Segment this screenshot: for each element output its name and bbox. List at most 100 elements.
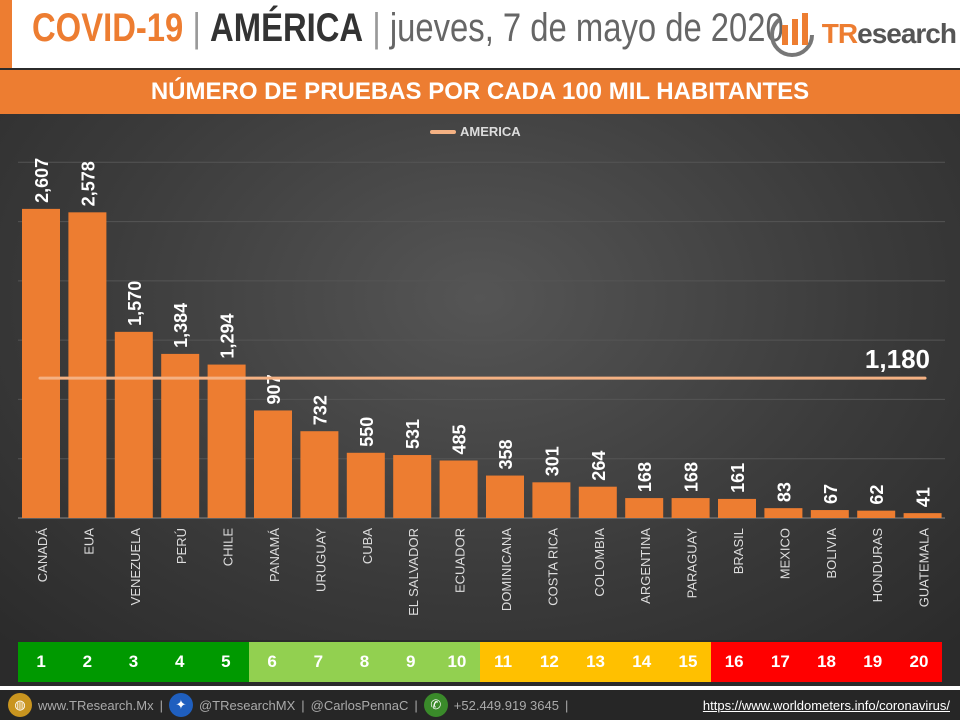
whatsapp-icon: ✆ [423, 693, 448, 717]
bar-value-label: 485 [450, 424, 470, 454]
bar-value-label: 2,578 [78, 161, 98, 206]
rank-cell: 9 [387, 642, 434, 682]
bar [254, 410, 292, 518]
bar [439, 460, 478, 518]
bar [532, 482, 571, 518]
separator: | [564, 697, 569, 713]
category-label: PERÚ [174, 528, 189, 564]
bar [300, 431, 339, 518]
logo-text: TResearch [821, 18, 957, 49]
bar-value-label: 1,570 [125, 281, 145, 326]
date-title: jueves, 7 de mayo de 2020 [389, 6, 784, 50]
category-label: PANAMÁ [267, 528, 282, 582]
chart-area: AMERICA 2,607 CANADÁ 2,578 EUA 1,570 VENEZUEL… [0, 102, 960, 640]
legend-line-icon [430, 129, 456, 134]
category-label: CUBA [360, 528, 375, 564]
bar-value-label: 301 [542, 446, 562, 476]
twitter-handle[interactable]: @TResearchMX [198, 697, 296, 713]
separator: | [192, 6, 201, 50]
separator: | [372, 6, 381, 50]
separator: | [159, 697, 163, 713]
rank-cell: 3 [110, 642, 157, 682]
bar [393, 455, 432, 518]
category-label: BRASIL [731, 528, 746, 574]
rank-cell: 10 [433, 642, 481, 682]
category-label: PARAGUAY [685, 528, 700, 599]
bar-value-label: 62 [867, 485, 887, 505]
bar [764, 508, 803, 518]
bar-value-label: 83 [774, 482, 794, 502]
bar [857, 510, 896, 518]
phone-number: +52.449.919 3645 [453, 697, 559, 713]
header: COVID-19 | AMÉRICA | jueves, 7 de mayo d… [0, 0, 960, 68]
category-label: EL SALVADOR [406, 528, 421, 616]
bar [810, 510, 849, 518]
separator: | [301, 697, 305, 713]
tresearch-logo: TResearch [768, 6, 957, 62]
website-link[interactable]: www.TResearch.Mx [38, 697, 154, 713]
category-label: CHILE [221, 528, 236, 567]
bar [578, 486, 617, 518]
rank-cell: 8 [341, 642, 388, 682]
rank-cell: 12 [526, 642, 573, 682]
category-label: CANADÁ [35, 528, 50, 583]
bar-chart: 2,607 CANADÁ 2,578 EUA 1,570 VENEZUELA 1,384 PE… [18, 102, 945, 616]
rank-cell: 18 [803, 642, 850, 682]
category-label: ECUADOR [453, 528, 468, 593]
bar [68, 212, 107, 518]
bar-value-label: 2,607 [32, 158, 52, 203]
bar [207, 364, 246, 518]
twitter-icon: ✦ [168, 693, 193, 717]
category-label: COLOMBIA [592, 528, 607, 597]
bar [114, 331, 153, 518]
twitter-handle-2[interactable]: @CarlosPennaC [310, 697, 409, 713]
rank-cell: 2 [64, 642, 111, 682]
bar-value-label: 358 [496, 440, 516, 470]
rank-cell: 11 [480, 642, 527, 682]
bar [903, 513, 942, 518]
legend-label: AMERICA [460, 124, 521, 139]
bar [671, 498, 710, 518]
bar-value-label: 550 [357, 417, 377, 447]
category-label: COSTA RICA [545, 528, 560, 606]
page-title: COVID-19 | AMÉRICA | jueves, 7 de mayo d… [32, 6, 784, 51]
separator: | [414, 697, 418, 713]
globe-icon: ◍ [8, 693, 32, 717]
rank-cell: 16 [711, 642, 758, 682]
bar-value-label: 1,294 [218, 314, 238, 359]
rank-cell: 19 [849, 642, 896, 682]
category-label: GUATEMALA [917, 528, 932, 608]
bar-value-label: 161 [728, 463, 748, 493]
bar [22, 208, 60, 518]
bar-value-label: 907 [264, 374, 284, 404]
rank-cell: 1 [18, 642, 65, 682]
category-label: MEXICO [777, 528, 792, 579]
bar-value-label: 264 [589, 451, 609, 481]
chart-title: NÚMERO DE PRUEBAS POR CADA 100 MIL HABIT… [0, 70, 960, 114]
rank-cell: 13 [572, 642, 619, 682]
rank-cell: 7 [295, 642, 342, 682]
bar-value-label: 67 [821, 484, 841, 504]
footer: ◍ www.TResearch.Mx | ✦ @TResearchMX | @C… [0, 686, 960, 720]
bar [346, 452, 385, 518]
rank-cell: 4 [156, 642, 203, 682]
category-label: ARGENTINA [638, 528, 653, 604]
bar-value-label: 168 [682, 462, 702, 492]
category-label: BOLIVIA [824, 528, 839, 579]
bar [161, 353, 200, 518]
bar [486, 475, 524, 518]
source-link[interactable]: https://www.worldometers.info/coronaviru… [702, 698, 950, 713]
bar-value-label: 531 [403, 419, 423, 449]
category-label: URUGUAY [313, 528, 328, 592]
rank-cell: 14 [618, 642, 665, 682]
rank-cell: 20 [895, 642, 943, 682]
rank-strip: 1 2 3 4 5 6 7 8 9 10 11 12 13 14 15 16 17 18 19 20 [18, 642, 943, 682]
category-label: DOMINICANA [499, 528, 514, 611]
rank-cell: 5 [202, 642, 250, 682]
bar-value-label: 732 [310, 395, 330, 425]
legend: AMERICA [430, 124, 521, 139]
logo-mark-icon [769, 13, 814, 57]
covid-title: COVID-19 [32, 6, 184, 50]
bar [625, 498, 664, 518]
category-label: HONDURAS [870, 528, 885, 603]
